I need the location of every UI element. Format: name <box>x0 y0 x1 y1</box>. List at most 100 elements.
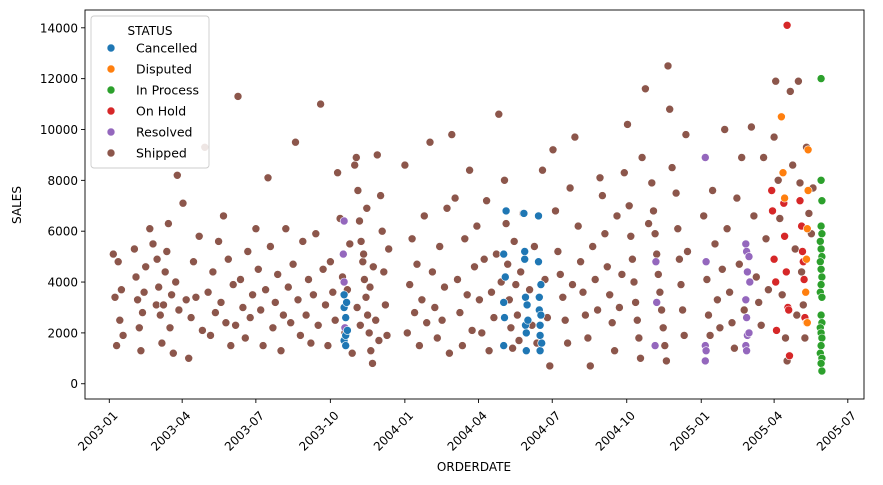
data-point <box>154 282 163 292</box>
data-point <box>650 341 660 350</box>
legend-label: Resolved <box>136 125 192 140</box>
data-point <box>198 326 207 335</box>
data-point <box>772 326 781 335</box>
data-point <box>777 290 787 300</box>
data-point <box>797 267 806 277</box>
data-point <box>610 346 619 356</box>
data-point <box>704 310 713 320</box>
data-point <box>231 320 240 330</box>
data-point <box>558 292 568 302</box>
data-point <box>629 277 639 287</box>
data-point <box>236 275 245 284</box>
data-point <box>802 254 811 264</box>
data-point <box>298 237 308 246</box>
data-point <box>798 300 808 310</box>
data-point <box>775 214 785 223</box>
data-point <box>118 331 128 340</box>
legend-label: Shipped <box>136 146 187 161</box>
data-point <box>453 275 462 284</box>
data-point <box>470 262 479 272</box>
data-point <box>216 298 226 307</box>
data-point <box>676 280 686 289</box>
y-tick-label: 6000 <box>47 225 78 239</box>
data-point <box>816 359 826 368</box>
data-point <box>742 346 751 356</box>
data-point <box>311 229 321 238</box>
data-point <box>607 318 617 328</box>
data-point <box>773 176 783 185</box>
data-point <box>573 221 583 231</box>
data-point <box>803 145 813 155</box>
data-point <box>266 242 275 251</box>
data-point <box>730 343 739 353</box>
data-point <box>816 264 826 274</box>
data-point <box>460 234 470 244</box>
data-point <box>492 249 501 259</box>
data-point <box>361 292 371 302</box>
data-point <box>720 125 730 134</box>
plot-frame <box>84 9 865 400</box>
data-point <box>744 252 754 261</box>
data-point <box>802 224 812 233</box>
data-point <box>500 176 509 185</box>
legend-marker <box>106 148 116 158</box>
data-point <box>722 224 732 233</box>
data-point <box>350 160 360 170</box>
data-point <box>133 295 142 305</box>
data-point <box>585 361 595 371</box>
legend-marker <box>106 127 116 137</box>
data-point <box>565 183 575 193</box>
data-point <box>326 257 335 267</box>
data-point <box>467 326 477 335</box>
data-point <box>743 267 752 277</box>
data-point <box>769 132 779 142</box>
data-point <box>665 104 675 114</box>
data-point <box>702 275 712 284</box>
legend-entry-shipped: Shipped <box>106 146 187 161</box>
data-point <box>283 282 293 292</box>
data-point <box>800 333 810 343</box>
data-point <box>430 303 440 312</box>
data-point <box>715 323 725 333</box>
data-point <box>339 277 349 287</box>
series-in-process <box>815 74 827 376</box>
data-point <box>768 206 777 216</box>
data-point <box>400 160 410 170</box>
data-point <box>817 196 827 205</box>
legend-title: STATUS <box>127 24 172 38</box>
data-point <box>291 137 300 147</box>
data-point <box>700 153 710 162</box>
data-point <box>816 310 826 320</box>
data-point <box>634 333 644 343</box>
data-point <box>538 165 547 175</box>
data-point <box>501 219 511 228</box>
data-point <box>363 310 372 320</box>
data-point <box>487 287 496 297</box>
data-point <box>148 239 158 249</box>
data-point <box>568 280 577 289</box>
data-point <box>548 145 558 155</box>
data-point <box>514 336 524 345</box>
data-point <box>600 229 610 238</box>
data-point <box>705 331 715 340</box>
data-point <box>472 221 482 231</box>
data-point <box>422 318 432 328</box>
data-point <box>583 333 593 343</box>
data-point <box>679 331 689 340</box>
data-point <box>475 295 484 305</box>
data-point <box>700 356 710 366</box>
data-point <box>377 226 387 236</box>
data-point <box>534 211 543 221</box>
data-point <box>167 290 176 300</box>
data-point <box>701 257 711 267</box>
data-point <box>802 318 812 328</box>
data-point <box>667 163 677 172</box>
data-point <box>513 310 522 320</box>
data-point <box>352 303 362 312</box>
data-point <box>570 132 580 142</box>
series-on-hold <box>767 20 810 361</box>
data-point <box>238 303 248 312</box>
data-point <box>588 242 598 251</box>
data-point <box>520 247 530 256</box>
